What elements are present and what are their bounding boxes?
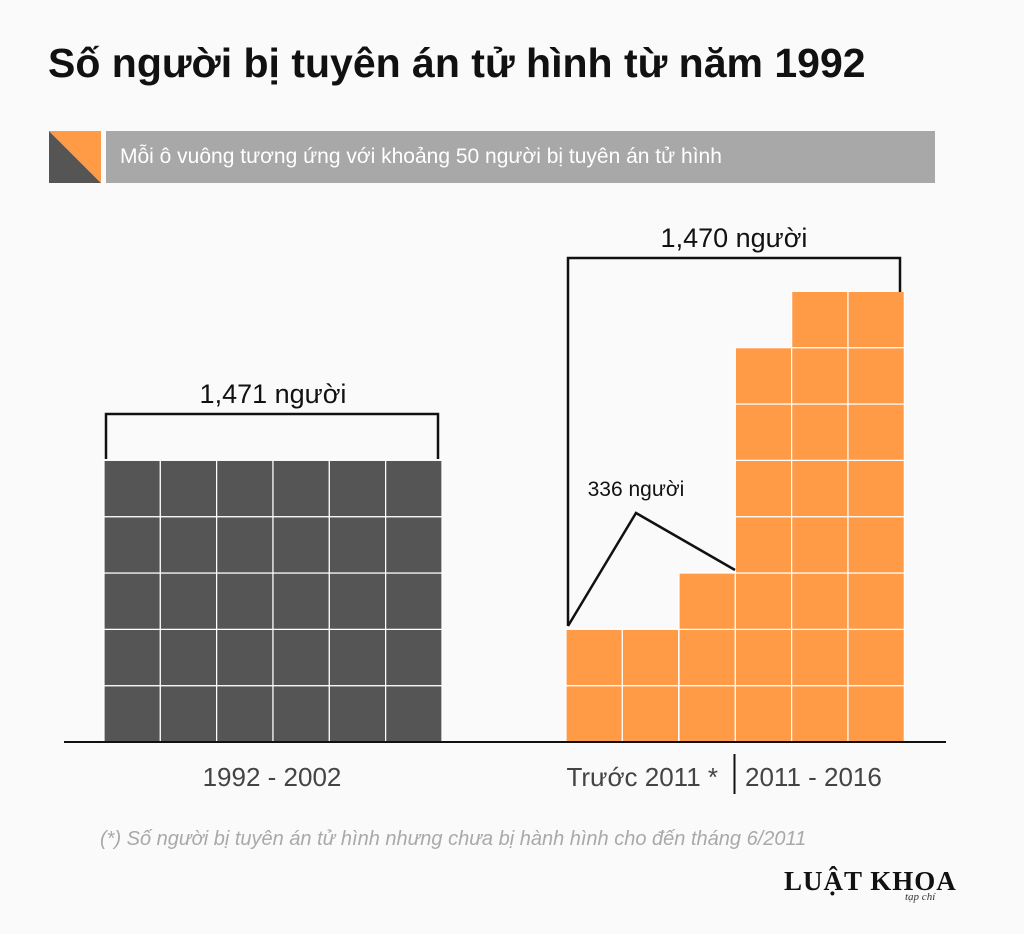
tick-label-2011-2016: 2011 - 2016 xyxy=(745,762,882,792)
waffle-cell-group-0-col-3-row-1 xyxy=(272,628,330,687)
waffle-cell-group-2-col-1-row-6 xyxy=(734,347,793,405)
waffle-cell-group-0-col-3-row-3 xyxy=(272,516,330,574)
waffle-cell-group-2-col-1-row-4 xyxy=(734,459,793,518)
chart-cells xyxy=(103,290,905,743)
waffle-cell-group-0-col-3-row-0 xyxy=(272,685,330,743)
legend-swatch-icon xyxy=(49,131,101,183)
brand-logo: LUẬT KHOA xyxy=(784,866,957,896)
waffle-cell-group-2-col-2-row-3 xyxy=(791,516,849,574)
waffle-cell-group-2-col-2-row-5 xyxy=(791,403,849,461)
waffle-cell-group-2-col-1-row-2 xyxy=(734,572,793,630)
bracket-1992-2002 xyxy=(104,412,440,459)
waffle-cell-group-0-col-5-row-4 xyxy=(385,459,443,518)
waffle-cell-group-0-col-1-row-4 xyxy=(159,459,218,518)
waffle-cell-group-2-col-0-row-2 xyxy=(678,572,736,630)
waffle-cell-group-0-col-1-row-0 xyxy=(159,685,218,743)
waffle-cell-group-2-col-2-row-4 xyxy=(791,459,849,518)
waffle-cell-group-0-col-1-row-1 xyxy=(159,628,218,687)
waffle-cell-group-2-col-1-row-1 xyxy=(734,628,793,687)
waffle-cell-group-2-col-2-row-1 xyxy=(791,628,849,687)
annotation-336-label: 336 người xyxy=(588,478,685,501)
waffle-cell-group-2-col-0-row-1 xyxy=(678,628,736,687)
waffle-cell-group-0-col-4-row-1 xyxy=(328,628,387,687)
waffle-cell-group-0-col-1-row-2 xyxy=(159,572,218,630)
waffle-cell-group-0-col-2-row-4 xyxy=(216,459,274,518)
waffle-cell-group-1-col-0-row-1 xyxy=(565,628,623,687)
waffle-cell-group-0-col-3-row-2 xyxy=(272,572,330,630)
waffle-cell-group-0-col-0-row-1 xyxy=(103,628,161,687)
waffle-cell-group-2-col-3-row-2 xyxy=(847,572,905,630)
waffle-cell-group-0-col-2-row-2 xyxy=(216,572,274,630)
waffle-cell-group-0-col-3-row-4 xyxy=(272,459,330,518)
waffle-cell-group-1-col-0-row-0 xyxy=(565,685,623,743)
waffle-cell-group-0-col-5-row-2 xyxy=(385,572,443,630)
waffle-cell-group-0-col-4-row-0 xyxy=(328,685,387,743)
bracket-combined xyxy=(566,256,902,626)
brand-logo-subtitle: tạp chí xyxy=(905,891,936,903)
waffle-cell-group-2-col-3-row-1 xyxy=(847,628,905,687)
waffle-cell-group-0-col-4-row-4 xyxy=(328,459,387,518)
waffle-cell-group-2-col-3-row-6 xyxy=(847,347,905,405)
waffle-cell-group-0-col-0-row-2 xyxy=(103,572,161,630)
chart-title: Số người bị tuyên án tử hình từ năm 1992 xyxy=(48,40,866,86)
annotation-336-pointer xyxy=(566,511,736,627)
waffle-cell-group-0-col-1-row-3 xyxy=(159,516,218,574)
waffle-cell-group-2-col-2-row-0 xyxy=(791,685,849,743)
waffle-cell-group-0-col-4-row-3 xyxy=(328,516,387,574)
waffle-cell-group-2-col-0-row-0 xyxy=(678,685,736,743)
waffle-cell-group-2-col-1-row-0 xyxy=(734,685,793,743)
waffle-cell-group-2-col-3-row-7 xyxy=(847,290,905,349)
bracket-label-combined: 1,470 người xyxy=(661,223,808,253)
tick-label-truoc-2011: Trước 2011 * xyxy=(566,762,718,792)
waffle-cell-group-0-col-0-row-3 xyxy=(103,516,161,574)
waffle-cell-group-0-col-2-row-3 xyxy=(216,516,274,574)
waffle-cell-group-2-col-3-row-4 xyxy=(847,459,905,518)
waffle-cell-group-2-col-2-row-6 xyxy=(791,347,849,405)
waffle-cell-group-2-col-3-row-3 xyxy=(847,516,905,574)
legend-text: Mỗi ô vuông tương ứng với khoảng 50 ngườ… xyxy=(120,145,722,168)
bracket-label-1992-2002: 1,471 người xyxy=(200,379,347,409)
waffle-cell-group-2-col-3-row-5 xyxy=(847,403,905,461)
waffle-cell-group-0-col-0-row-4 xyxy=(103,459,161,518)
waffle-cell-group-2-col-2-row-7 xyxy=(791,290,849,349)
waffle-cell-group-2-col-3-row-0 xyxy=(847,685,905,743)
footnote: (*) Số người bị tuyên án tử hình nhưng c… xyxy=(100,828,807,850)
waffle-cell-group-1-col-1-row-0 xyxy=(621,685,680,743)
waffle-cell-group-0-col-5-row-3 xyxy=(385,516,443,574)
waffle-cell-group-1-col-1-row-1 xyxy=(621,628,680,687)
waffle-cell-group-0-col-5-row-1 xyxy=(385,628,443,687)
tick-label-1992-2002: 1992 - 2002 xyxy=(203,762,342,792)
legend-bar: Mỗi ô vuông tương ứng với khoảng 50 ngườ… xyxy=(106,131,935,183)
waffle-cell-group-2-col-1-row-5 xyxy=(734,403,793,461)
waffle-cell-group-0-col-2-row-1 xyxy=(216,628,274,687)
waffle-cell-group-2-col-1-row-3 xyxy=(734,516,793,574)
waffle-cell-group-0-col-4-row-2 xyxy=(328,572,387,630)
waffle-cell-group-0-col-2-row-0 xyxy=(216,685,274,743)
waffle-cell-group-2-col-2-row-2 xyxy=(791,572,849,630)
waffle-cell-group-0-col-0-row-0 xyxy=(103,685,161,743)
waffle-cell-group-0-col-5-row-0 xyxy=(385,685,443,743)
